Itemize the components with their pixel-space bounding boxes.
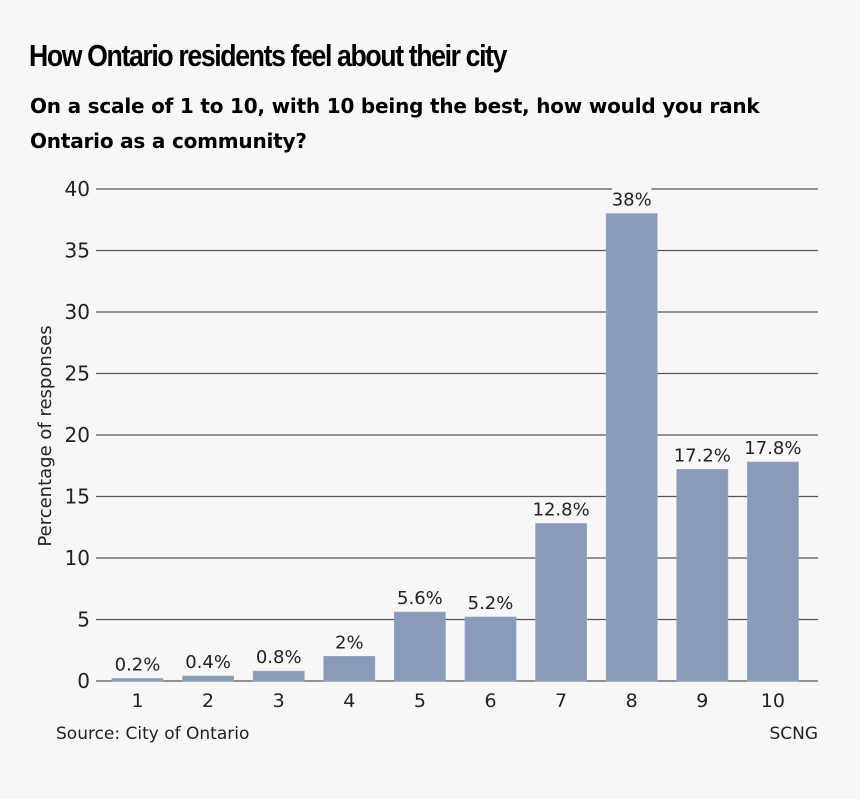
y-tick-label: 0	[77, 669, 90, 693]
bar-data-label: 0.4%	[185, 652, 231, 673]
bar-4	[323, 656, 376, 682]
x-tick-label: 4	[343, 690, 355, 712]
chart-title: How Ontario residents feel about their c…	[29, 38, 507, 73]
bar-label-backdrop	[672, 443, 733, 466]
bar-9	[676, 469, 729, 682]
bar-5	[393, 611, 446, 682]
y-tick-label: 5	[77, 608, 90, 632]
bar-6	[464, 616, 517, 682]
bar-2	[182, 675, 235, 682]
bar-data-label: 0.8%	[256, 647, 302, 668]
x-tick-label: 5	[414, 690, 426, 712]
bar-data-label: 38%	[612, 190, 652, 211]
bar-data-label: 5.6%	[397, 588, 443, 609]
x-tick-label: 10	[761, 690, 785, 712]
bar-label-backdrop	[334, 630, 364, 653]
bar-data-label: 17.8%	[744, 438, 801, 459]
chart-subtitle: On a scale of 1 to 10, with 10 being the…	[30, 94, 760, 153]
y-axis-ticks: 0 5 10 15 20 25 30 35 40	[65, 177, 90, 693]
bar-label-backdrop	[112, 652, 163, 675]
credit-note: SCNG	[769, 724, 818, 744]
x-axis-ticks: 1 2 3 4 5 6 7 8 9 10	[131, 690, 785, 712]
y-tick-label: 35	[65, 239, 90, 263]
x-tick-label: 3	[273, 690, 285, 712]
bar-label-backdrop	[183, 650, 234, 673]
bar-data-label: 2%	[335, 632, 364, 653]
x-tick-label: 2	[202, 690, 214, 712]
bar-label-backdrop	[530, 497, 592, 520]
y-tick-label: 20	[65, 423, 90, 447]
bar-1	[111, 678, 164, 682]
bar-label-backdrop	[742, 436, 804, 459]
y-tick-label: 40	[65, 177, 90, 201]
x-tick-label: 1	[131, 690, 143, 712]
y-tick-label: 25	[65, 362, 90, 386]
bar-label-backdrop	[394, 586, 445, 609]
bar-10	[747, 461, 799, 682]
bar-data-label: 5.2%	[468, 593, 514, 614]
bar-data-labels: 0.2% 0.4% 0.8% 2% 5.6% 5.2% 12.8% 38% 17.2% 17.8%	[112, 187, 804, 676]
bar-label-backdrop	[253, 645, 304, 668]
y-axis-title: Percentage of responses	[35, 325, 56, 546]
bar-7	[535, 523, 587, 682]
bar-3	[252, 670, 305, 682]
bar-data-label: 0.2%	[115, 655, 161, 676]
bar-label-backdrop	[465, 591, 516, 614]
y-tick-label: 15	[65, 485, 90, 509]
bar-8	[605, 213, 658, 682]
bars	[111, 213, 799, 682]
bar-label-backdrop	[611, 187, 652, 210]
source-note: Source: City of Ontario	[56, 724, 249, 744]
x-tick-label: 6	[484, 690, 496, 712]
y-tick-label: 10	[65, 546, 90, 570]
x-tick-label: 8	[626, 690, 638, 712]
x-tick-label: 9	[696, 690, 708, 712]
y-tick-label: 30	[65, 300, 90, 324]
bar-data-label: 17.2%	[674, 445, 731, 466]
bar-data-label: 12.8%	[533, 500, 590, 521]
x-tick-label: 7	[555, 690, 567, 712]
